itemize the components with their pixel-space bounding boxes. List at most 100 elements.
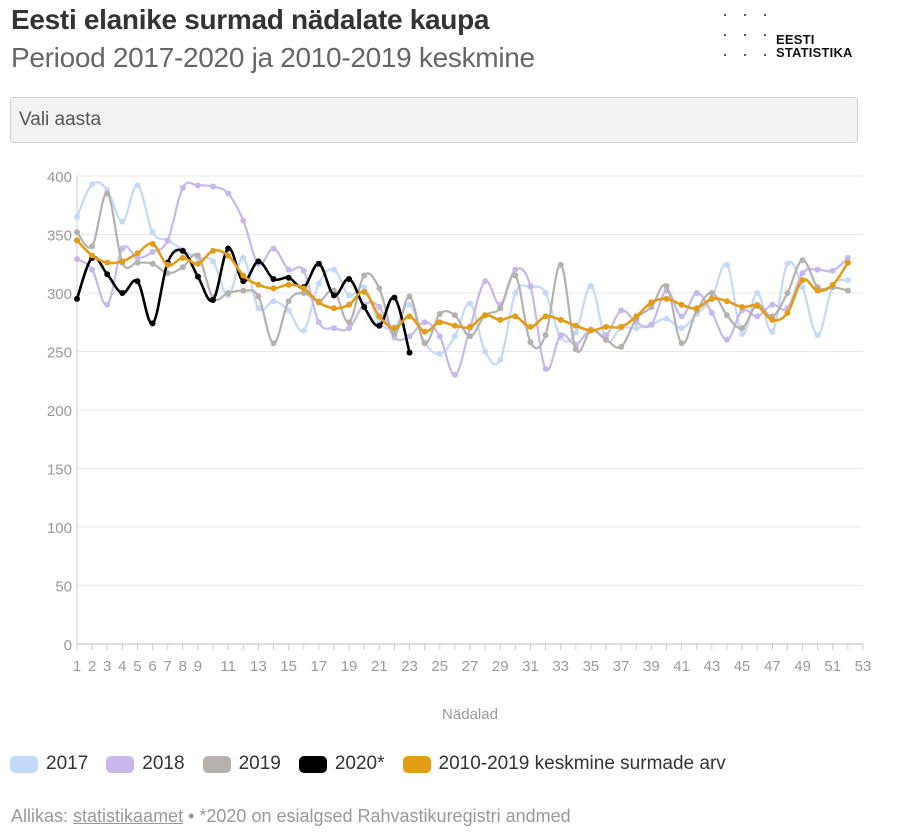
- legend-item[interactable]: 2018: [106, 753, 185, 775]
- data-point: [134, 278, 141, 285]
- data-point: [436, 319, 443, 326]
- y-tick-label: 50: [55, 579, 72, 596]
- source-prefix: Allikas:: [11, 806, 69, 826]
- legend-item[interactable]: 2017: [10, 753, 88, 775]
- data-point: [104, 190, 111, 197]
- data-point: [270, 340, 277, 347]
- data-point: [693, 305, 700, 312]
- x-tick-label: 23: [401, 658, 418, 675]
- data-point: [210, 297, 217, 304]
- data-point: [179, 264, 186, 271]
- data-point: [104, 301, 111, 308]
- data-point: [678, 325, 685, 332]
- data-point: [119, 218, 126, 225]
- data-point: [361, 272, 368, 279]
- y-tick-label: 200: [47, 403, 72, 420]
- data-point: [270, 298, 277, 305]
- data-point: [436, 350, 443, 357]
- data-point: [164, 261, 171, 268]
- data-point: [814, 287, 821, 294]
- data-point: [210, 247, 217, 254]
- legend-label: 2010-2019 keskmine surmade arv: [438, 753, 726, 774]
- data-point: [315, 299, 322, 306]
- data-point: [179, 254, 186, 261]
- data-point: [603, 336, 610, 343]
- x-tick-label: 19: [341, 658, 358, 675]
- source-link[interactable]: statistikaamet: [73, 806, 184, 826]
- data-point: [799, 270, 806, 277]
- x-tick-label: 13: [250, 658, 267, 675]
- data-point: [512, 290, 519, 296]
- legend-label: 2017: [46, 753, 89, 774]
- data-point: [663, 282, 670, 289]
- legend-item[interactable]: 2010-2019 keskmine surmade arv: [402, 753, 726, 775]
- data-point: [769, 328, 776, 335]
- series-2018[interactable]: [74, 181, 851, 378]
- data-point: [451, 371, 458, 378]
- data-point: [361, 304, 368, 311]
- data-point: [542, 332, 549, 339]
- data-point: [406, 313, 413, 320]
- data-point: [769, 301, 776, 308]
- data-point: [376, 285, 383, 292]
- data-point: [678, 301, 685, 308]
- data-point: [149, 320, 156, 327]
- legend-item[interactable]: 2020*: [298, 753, 385, 775]
- data-point: [587, 327, 594, 334]
- y-tick-label: 400: [47, 169, 72, 186]
- x-tick-label: 5: [133, 658, 141, 675]
- data-point: [74, 256, 80, 263]
- data-point: [315, 260, 322, 267]
- x-tick-label: 1: [73, 658, 81, 675]
- x-tick-label: 7: [164, 658, 172, 675]
- data-point: [406, 333, 413, 340]
- data-point: [451, 312, 458, 319]
- series-2010-2019-keskmine-surmade-arv[interactable]: [74, 237, 851, 335]
- data-point: [829, 267, 836, 274]
- data-point: [784, 260, 791, 267]
- data-point: [784, 290, 791, 296]
- data-point: [255, 281, 262, 288]
- data-point: [194, 260, 201, 267]
- data-point: [451, 333, 458, 340]
- data-point: [315, 280, 322, 287]
- data-point: [240, 272, 247, 279]
- data-point: [527, 282, 534, 289]
- data-point: [784, 309, 791, 316]
- data-point: [497, 356, 504, 363]
- data-point: [844, 287, 851, 294]
- data-point: [542, 313, 549, 320]
- y-tick-label: 300: [47, 286, 72, 303]
- data-point: [603, 323, 610, 330]
- logo-dots-icon: [722, 10, 774, 62]
- x-tick-label: 4: [118, 658, 126, 675]
- year-select[interactable]: Vali aasta: [10, 97, 858, 143]
- data-point: [618, 307, 625, 314]
- series-2017[interactable]: [74, 181, 851, 366]
- legend-item[interactable]: 2019: [202, 753, 281, 775]
- data-point: [330, 305, 337, 312]
- legend-swatch: [402, 755, 431, 773]
- data-point: [376, 304, 383, 311]
- data-point: [482, 348, 489, 355]
- data-point: [361, 288, 368, 295]
- series-line: [75, 181, 849, 366]
- data-point: [270, 245, 277, 252]
- y-tick-label: 250: [47, 345, 72, 362]
- data-point: [769, 316, 776, 323]
- data-point: [814, 332, 821, 339]
- data-point: [572, 346, 579, 353]
- data-point: [194, 252, 201, 259]
- x-tick-label: 21: [371, 658, 388, 675]
- data-point: [799, 284, 806, 291]
- data-point: [633, 325, 640, 332]
- data-point: [225, 245, 232, 252]
- x-tick-label: 45: [734, 658, 751, 675]
- data-point: [300, 290, 307, 296]
- x-tick-label: 27: [462, 658, 479, 675]
- data-point: [406, 349, 413, 356]
- logo-line1: EESTI: [776, 32, 815, 47]
- data-point: [542, 366, 549, 373]
- data-point: [225, 252, 232, 259]
- data-point: [164, 237, 171, 244]
